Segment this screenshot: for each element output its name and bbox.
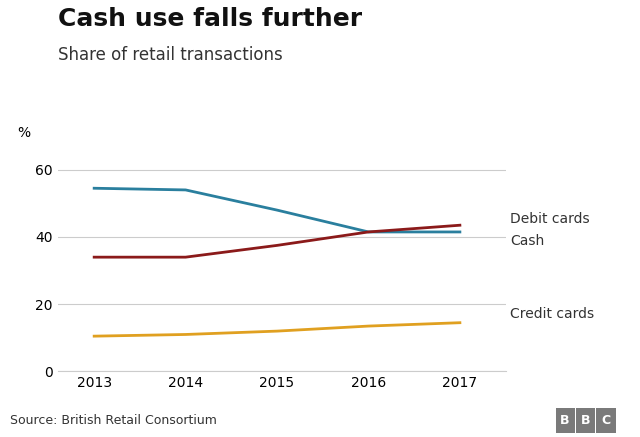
- Text: Source: British Retail Consortium: Source: British Retail Consortium: [10, 414, 216, 427]
- Text: %: %: [17, 126, 31, 140]
- Bar: [576, 408, 595, 433]
- Bar: [556, 408, 575, 433]
- Text: Credit cards: Credit cards: [510, 307, 594, 321]
- Text: C: C: [602, 414, 611, 427]
- Bar: [596, 408, 616, 433]
- Text: Share of retail transactions: Share of retail transactions: [58, 46, 282, 64]
- Text: B: B: [581, 414, 590, 427]
- Text: Cash use falls further: Cash use falls further: [58, 7, 362, 31]
- Text: Cash: Cash: [510, 233, 545, 247]
- Text: Debit cards: Debit cards: [510, 212, 589, 226]
- Text: B: B: [561, 414, 570, 427]
